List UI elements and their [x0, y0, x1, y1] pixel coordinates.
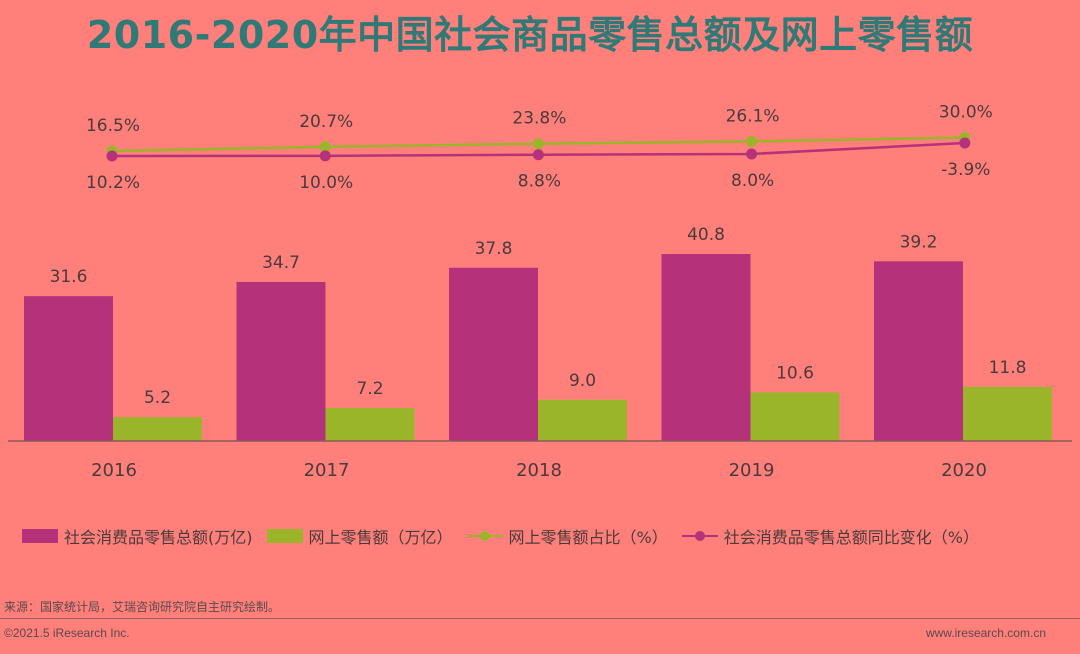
legend-marker-retail-yoy — [681, 530, 718, 542]
data-label-retail-total-2019: 40.8 — [687, 225, 725, 245]
x-tick-label-2017: 2017 — [304, 460, 350, 481]
data-label-retail-yoy-2020: -3.9% — [941, 160, 990, 180]
data-label-online-share-2016: 16.5% — [86, 116, 140, 136]
data-label-online-retail-2020: 11.8 — [989, 358, 1027, 378]
legend-item-online-share: 网上零售额占比（%） — [466, 524, 668, 548]
data-label-online-share-2019: 26.1% — [726, 106, 780, 126]
point-retail-yoy-2017 — [319, 150, 331, 162]
bars-layer — [24, 254, 1052, 441]
copyright-text: ©2021.5 iResearch Inc. — [4, 626, 130, 640]
legend-label-online-retail: 网上零售额（万亿） — [308, 528, 453, 547]
point-retail-yoy-2019 — [746, 148, 758, 160]
legend-item-retail-yoy: 社会消费品零售总额同比变化（%） — [681, 524, 979, 548]
data-label-retail-total-2016: 31.6 — [50, 267, 88, 287]
legend-item-online-retail: 网上零售额（万亿） — [266, 524, 453, 548]
point-online-share-2018 — [532, 138, 544, 150]
point-retail-yoy-2018 — [532, 149, 544, 161]
legend-marker-online-share — [466, 530, 503, 542]
source-note: 来源：国家统计局，艾瑞咨询研究院自主研究绘制。 — [4, 600, 281, 614]
legend-swatch-retail-total — [22, 529, 58, 543]
bar-online-retail-2020 — [963, 386, 1052, 441]
data-label-retail-total-2017: 34.7 — [262, 253, 300, 273]
labels-layer: 31.6 5.2 2016 34.7 7.2 2017 37.8 9.0 2018 40.8 10.… — [50, 103, 1027, 482]
data-label-online-share-2018: 23.8% — [512, 109, 566, 129]
data-label-retail-yoy-2019: 8.0% — [731, 171, 774, 191]
legend-label-retail-total: 社会消费品零售总额(万亿) — [64, 528, 253, 547]
data-label-online-retail-2019: 10.6 — [776, 363, 814, 383]
lines-layer — [106, 132, 971, 162]
data-label-retail-total-2018: 37.8 — [475, 239, 513, 259]
data-label-online-retail-2017: 7.2 — [356, 379, 383, 399]
legend-item-retail-total: 社会消费品零售总额(万亿) — [22, 524, 253, 548]
point-retail-yoy-2020 — [959, 137, 971, 149]
data-label-online-retail-2018: 9.0 — [569, 371, 596, 391]
x-tick-label-2018: 2018 — [516, 460, 562, 481]
footer-divider — [0, 618, 1080, 619]
data-label-online-share-2020: 30.0% — [939, 103, 993, 123]
data-label-retail-yoy-2016: 10.2% — [86, 173, 140, 193]
data-label-retail-yoy-2018: 8.8% — [518, 172, 561, 192]
bar-online-retail-2018 — [538, 399, 627, 441]
x-tick-label-2020: 2020 — [941, 460, 987, 481]
x-tick-label-2019: 2019 — [729, 460, 775, 481]
bar-retail-total-2016 — [24, 296, 113, 441]
data-label-online-share-2017: 20.7% — [299, 112, 353, 132]
bar-retail-total-2017 — [236, 281, 326, 441]
legend: 社会消费品零售总额(万亿) 网上零售额（万亿） 网上零售额占比（%） 社会消费品… — [22, 524, 979, 548]
point-retail-yoy-2016 — [106, 150, 118, 162]
bar-retail-total-2018 — [449, 267, 538, 441]
data-label-retail-total-2020: 39.2 — [900, 232, 938, 252]
bar-retail-total-2019 — [661, 254, 751, 441]
bar-retail-total-2020 — [874, 261, 963, 441]
legend-label-online-share: 网上零售额占比（%） — [508, 528, 668, 547]
bar-online-retail-2017 — [325, 408, 415, 441]
bar-online-retail-2019 — [750, 392, 840, 441]
data-label-online-retail-2016: 5.2 — [144, 388, 171, 408]
data-label-retail-yoy-2017: 10.0% — [299, 173, 353, 193]
legend-swatch-online-retail — [266, 529, 303, 543]
chart-svg: 31.6 5.2 2016 34.7 7.2 2017 37.8 9.0 2018 40.8 10.… — [8, 103, 1072, 482]
point-online-share-2017 — [319, 141, 331, 153]
website-link[interactable]: www.iresearch.com.cn — [925, 626, 1046, 640]
chart-title: 2016-2020年中国社会商品零售总额及网上零售额 — [86, 13, 974, 57]
legend-label-retail-yoy: 社会消费品零售总额同比变化（%） — [723, 528, 979, 547]
x-tick-label-2016: 2016 — [91, 460, 137, 481]
bar-online-retail-2016 — [113, 417, 202, 441]
point-online-share-2019 — [746, 135, 758, 147]
